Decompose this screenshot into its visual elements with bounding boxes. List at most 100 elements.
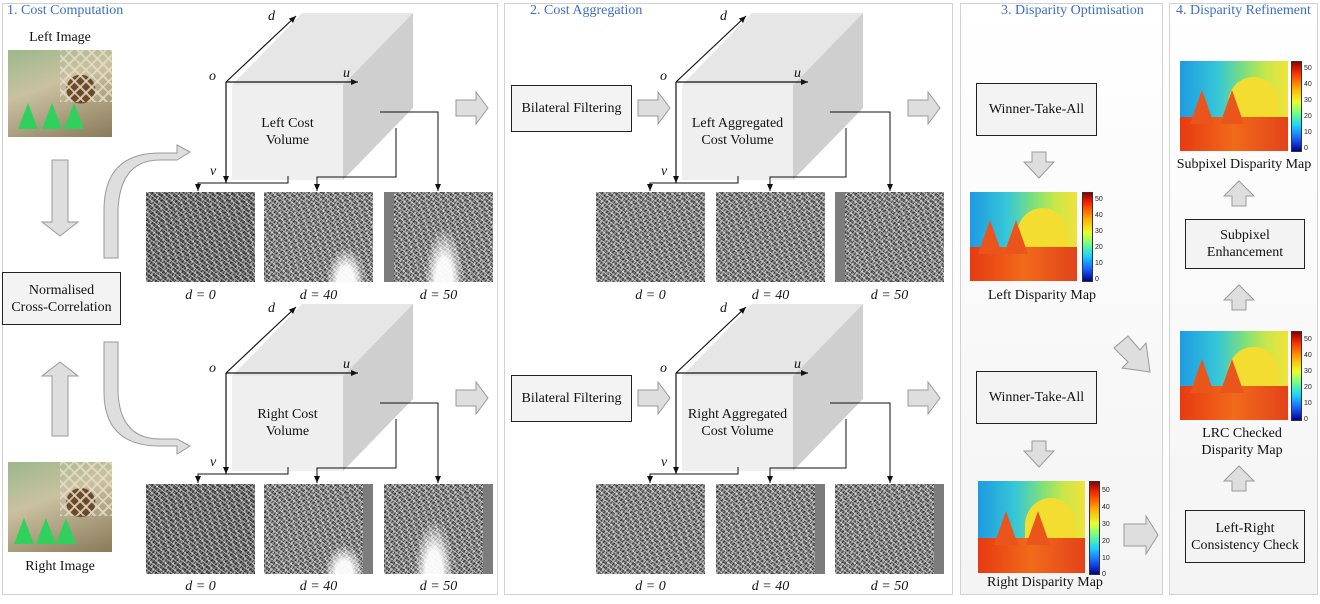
winner-take-all-top: Winner-Take-All [976, 83, 1097, 136]
lrc-line2: Consistency Check [1191, 537, 1299, 553]
cube-left-aggregated [682, 13, 863, 180]
slice-label-d0: d = 0 [635, 288, 666, 303]
ncc-line2: Cross-Correlation [11, 299, 112, 315]
right-disparity-map [978, 481, 1085, 573]
axis-d-label: d [268, 301, 275, 316]
ncc-line1: Normalised [28, 282, 95, 298]
slice-image [264, 484, 373, 574]
axis-v-label: v [210, 455, 217, 470]
left-image-cone [18, 103, 38, 129]
axis-v-label: v [661, 164, 668, 179]
bilateral-filtering-top: Bilateral Filtering [511, 85, 632, 132]
slice-label-d40: d = 40 [751, 288, 790, 303]
axis-d-label: d [720, 9, 727, 24]
slice-border-band [384, 192, 394, 282]
axis-o-label: o [209, 361, 216, 376]
slice-label-d0: d = 0 [185, 579, 216, 594]
axis-u-label: u [343, 357, 350, 372]
axis-d-label: d [720, 301, 727, 316]
slice-image [596, 192, 705, 282]
cube-right-aggregated [682, 304, 863, 471]
slice-highlight [324, 544, 364, 574]
axis-o-label: o [660, 69, 667, 84]
right-agg-line2: Cost Volume [701, 424, 774, 439]
right-cost-line2: Volume [265, 424, 310, 439]
axis-v-label: v [661, 455, 668, 470]
axis-o-label: o [660, 361, 667, 376]
axes-right-aggregated [673, 306, 808, 474]
left-cost-line1: Left Cost [261, 116, 314, 131]
slice-image [264, 192, 373, 282]
subpixel-map-colorbar [1291, 61, 1302, 152]
slice-label-d50: d = 50 [870, 579, 909, 594]
axes-left-aggregated [673, 15, 808, 183]
lrc-checked-map-label: LRC Checked Disparity Map [1172, 425, 1312, 459]
subpixel-line2: Enhancement [1206, 245, 1284, 260]
subpixel-enhancement-box: Subpixel Enhancement [1185, 219, 1305, 269]
lrc-map-line2: Disparity Map [1201, 443, 1283, 458]
subpixel-line1: Subpixel [1220, 228, 1270, 243]
axis-u-label: u [794, 357, 801, 372]
axis-v-label: v [210, 164, 217, 179]
right-image-label: Right Image [25, 559, 95, 574]
slice-label-d40: d = 40 [751, 579, 790, 594]
axis-u-label: u [794, 66, 801, 81]
slice-highlight [414, 519, 454, 574]
right-disparity-map-label: Right Disparity Map [987, 575, 1103, 590]
cube-right-cost [232, 304, 413, 471]
right-agg-line1: Right Aggregated [687, 407, 788, 422]
left-agg-line2: Cost Volume [701, 133, 774, 148]
lrc-map-line1: LRC Checked [1202, 426, 1282, 441]
subpixel-disparity-map [1180, 61, 1288, 151]
slice-image [716, 192, 825, 282]
left-cost-line2: Volume [265, 133, 310, 148]
slice-label-d40: d = 40 [299, 288, 338, 303]
subpixel-map-label: Subpixel Disparity Map [1176, 157, 1312, 172]
slice-highlight [326, 247, 366, 282]
left-disparity-map-label: Left Disparity Map [987, 288, 1097, 303]
right-image-cone [56, 518, 76, 544]
left-map-colorbar [1082, 192, 1093, 282]
panel-title-cost-aggregation: 2. Cost Aggregation [530, 3, 643, 18]
axis-o-label: o [209, 69, 216, 84]
left-image-lattice [60, 50, 112, 103]
left-image-label: Left Image [29, 30, 91, 45]
slice-connectors [195, 111, 893, 483]
left-aggregated-volume-label: Left Aggregated Cost Volume [676, 115, 799, 149]
slice-label-d50: d = 50 [419, 288, 458, 303]
left-image-cone [64, 103, 84, 129]
slice-label-d0: d = 0 [635, 579, 666, 594]
axis-d-label: d [268, 9, 275, 24]
left-image [8, 50, 112, 137]
slice-label-d50: d = 50 [419, 579, 458, 594]
left-agg-line1: Left Aggregated [691, 116, 784, 131]
slice-border-band [815, 484, 825, 574]
right-map-colorbar [1089, 481, 1100, 575]
right-image-lattice [60, 462, 112, 516]
right-cost-volume-label: Right Cost Volume [232, 406, 343, 440]
slice-image [384, 484, 493, 574]
slice-image [384, 192, 493, 282]
slice-image [716, 484, 825, 574]
lrc-checked-disparity-map [1180, 331, 1288, 420]
cube-left-cost [232, 13, 413, 180]
slice-image [146, 192, 255, 282]
lrc-check-box: Left-Right Consistency Check [1185, 510, 1305, 563]
slice-label-d0: d = 0 [185, 288, 216, 303]
slice-image [835, 192, 944, 282]
panel-title-cost-computation: 1. Cost Computation [7, 3, 124, 18]
right-image-cone [14, 518, 34, 544]
slice-highlight [424, 227, 464, 282]
ncc-box: Normalised Cross-Correlation [2, 272, 121, 325]
right-image-cone [36, 518, 56, 544]
slice-image [835, 484, 944, 574]
axis-u-label: u [343, 66, 350, 81]
lrc-line1: Left-Right [1215, 520, 1275, 536]
slice-image [596, 484, 705, 574]
winner-take-all-bottom: Winner-Take-All [976, 371, 1097, 424]
slice-image [146, 484, 255, 574]
block-arrows [40, 90, 1256, 556]
right-image [8, 462, 112, 552]
